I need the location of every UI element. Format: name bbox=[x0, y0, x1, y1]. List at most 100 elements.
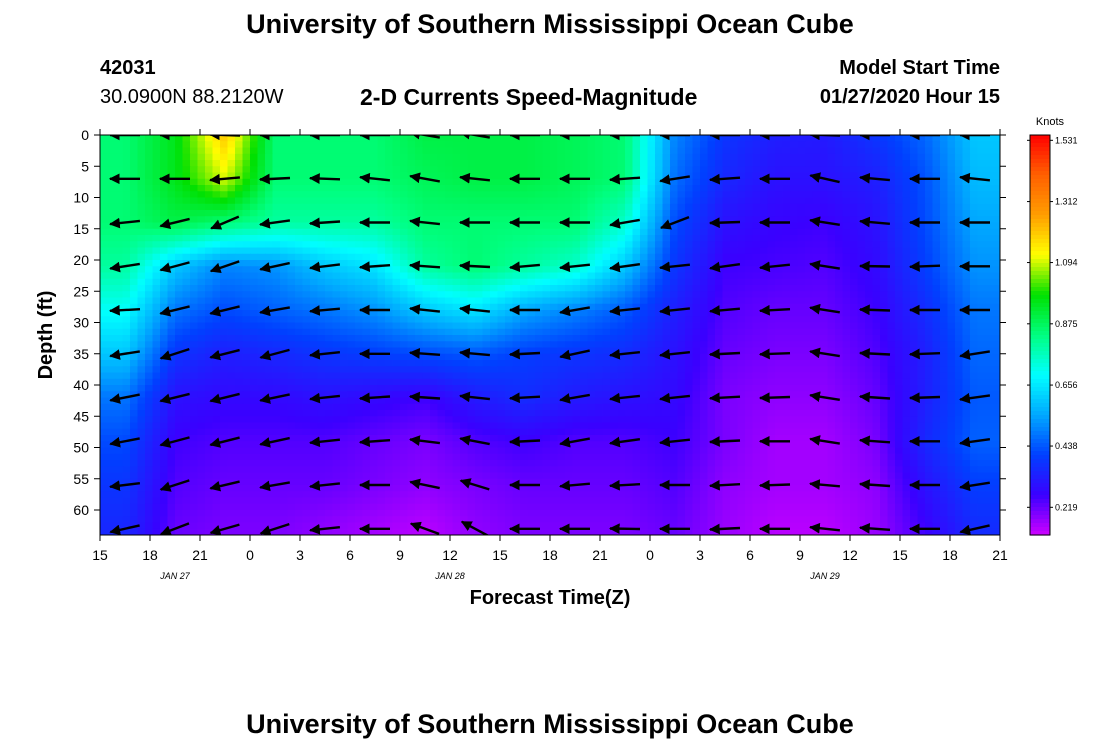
heat-cell bbox=[850, 141, 859, 149]
heat-cell bbox=[797, 297, 806, 305]
heat-cell bbox=[137, 141, 146, 149]
heat-cell bbox=[317, 335, 326, 342]
heat-cell bbox=[512, 341, 521, 349]
heat-cell bbox=[767, 285, 776, 292]
speed-heatmap bbox=[100, 135, 1000, 535]
heat-cell bbox=[197, 222, 206, 230]
heat-cell bbox=[925, 147, 934, 155]
heat-cell bbox=[325, 172, 334, 180]
heat-cell bbox=[197, 310, 206, 317]
heat-cell bbox=[370, 222, 379, 230]
heat-cell bbox=[167, 391, 176, 399]
heat-cell bbox=[752, 272, 761, 280]
heat-cell bbox=[812, 160, 821, 167]
heat-cell bbox=[152, 260, 161, 267]
heat-cell bbox=[550, 278, 559, 286]
heat-cell bbox=[122, 278, 131, 286]
heat-cell bbox=[527, 153, 536, 161]
heat-cell bbox=[962, 228, 971, 236]
heat-cell bbox=[805, 372, 814, 380]
heat-cell bbox=[632, 285, 641, 292]
heat-cell bbox=[677, 153, 686, 161]
heat-cell bbox=[557, 247, 566, 255]
heat-cell bbox=[302, 316, 311, 324]
heat-cell bbox=[835, 347, 844, 355]
heat-cell bbox=[775, 347, 784, 355]
heat-cell bbox=[175, 247, 184, 255]
heat-cell bbox=[137, 266, 146, 274]
heat-cell bbox=[317, 316, 326, 324]
heat-cell bbox=[752, 191, 761, 199]
heat-cell bbox=[932, 341, 941, 349]
heat-cell bbox=[280, 297, 289, 305]
heat-cell bbox=[145, 372, 154, 380]
heat-cell bbox=[595, 303, 604, 311]
heat-cell bbox=[647, 372, 656, 380]
heat-cell bbox=[617, 260, 626, 267]
heat-cell bbox=[122, 303, 131, 311]
heat-cell bbox=[820, 135, 829, 142]
heat-cell bbox=[610, 141, 619, 149]
heat-cell bbox=[602, 297, 611, 305]
heat-cell bbox=[340, 147, 349, 155]
heat-cell bbox=[820, 141, 829, 149]
heat-cell bbox=[527, 141, 536, 149]
heat-cell bbox=[287, 366, 296, 374]
heat-cell bbox=[190, 372, 199, 380]
heat-cell bbox=[880, 310, 889, 317]
heat-cell bbox=[310, 166, 319, 174]
heat-cell bbox=[730, 272, 739, 280]
heat-cell bbox=[370, 141, 379, 149]
heat-cell bbox=[797, 135, 806, 142]
heat-cell bbox=[107, 197, 116, 205]
heat-cell bbox=[587, 328, 596, 336]
heat-cell bbox=[122, 185, 131, 192]
heat-cell bbox=[385, 228, 394, 236]
heat-cell bbox=[535, 322, 544, 330]
heat-cell bbox=[340, 266, 349, 274]
heat-cell bbox=[295, 385, 304, 392]
heat-cell bbox=[602, 322, 611, 330]
heat-cell bbox=[587, 160, 596, 167]
heat-cell bbox=[137, 153, 146, 161]
heat-cell bbox=[452, 141, 461, 149]
heat-cell bbox=[137, 328, 146, 336]
heat-cell bbox=[565, 316, 574, 324]
heat-cell bbox=[332, 241, 341, 249]
heat-cell bbox=[857, 222, 866, 230]
heat-cell bbox=[505, 166, 514, 174]
heat-cell bbox=[452, 347, 461, 355]
heat-cell bbox=[317, 260, 326, 267]
heat-cell bbox=[227, 153, 236, 161]
heat-cell bbox=[745, 260, 754, 267]
heat-cell bbox=[767, 347, 776, 355]
heat-cell bbox=[355, 241, 364, 249]
heat-cell bbox=[362, 160, 371, 167]
heat-cell bbox=[280, 322, 289, 330]
heat-cell bbox=[715, 241, 724, 249]
heat-cell bbox=[355, 247, 364, 255]
heat-cell bbox=[872, 147, 881, 155]
heat-cell bbox=[385, 222, 394, 230]
heat-cell bbox=[467, 210, 476, 217]
heat-cell bbox=[617, 178, 626, 186]
heat-cell bbox=[707, 191, 716, 199]
heat-cell bbox=[917, 166, 926, 174]
heat-cell bbox=[422, 160, 431, 167]
heat-cell bbox=[760, 360, 769, 367]
heat-cell bbox=[850, 222, 859, 230]
heat-cell bbox=[625, 297, 634, 305]
heat-cell bbox=[730, 316, 739, 324]
heat-cell bbox=[895, 147, 904, 155]
heat-cell bbox=[115, 253, 124, 261]
heat-cell bbox=[610, 153, 619, 161]
heat-cell bbox=[880, 216, 889, 224]
heat-cell bbox=[670, 197, 679, 205]
heat-cell bbox=[325, 216, 334, 224]
heat-cell bbox=[647, 328, 656, 336]
heat-cell bbox=[100, 191, 109, 199]
heat-cell bbox=[647, 297, 656, 305]
heat-cell bbox=[122, 147, 131, 155]
heat-cell bbox=[700, 291, 709, 299]
heat-cell bbox=[707, 228, 716, 236]
